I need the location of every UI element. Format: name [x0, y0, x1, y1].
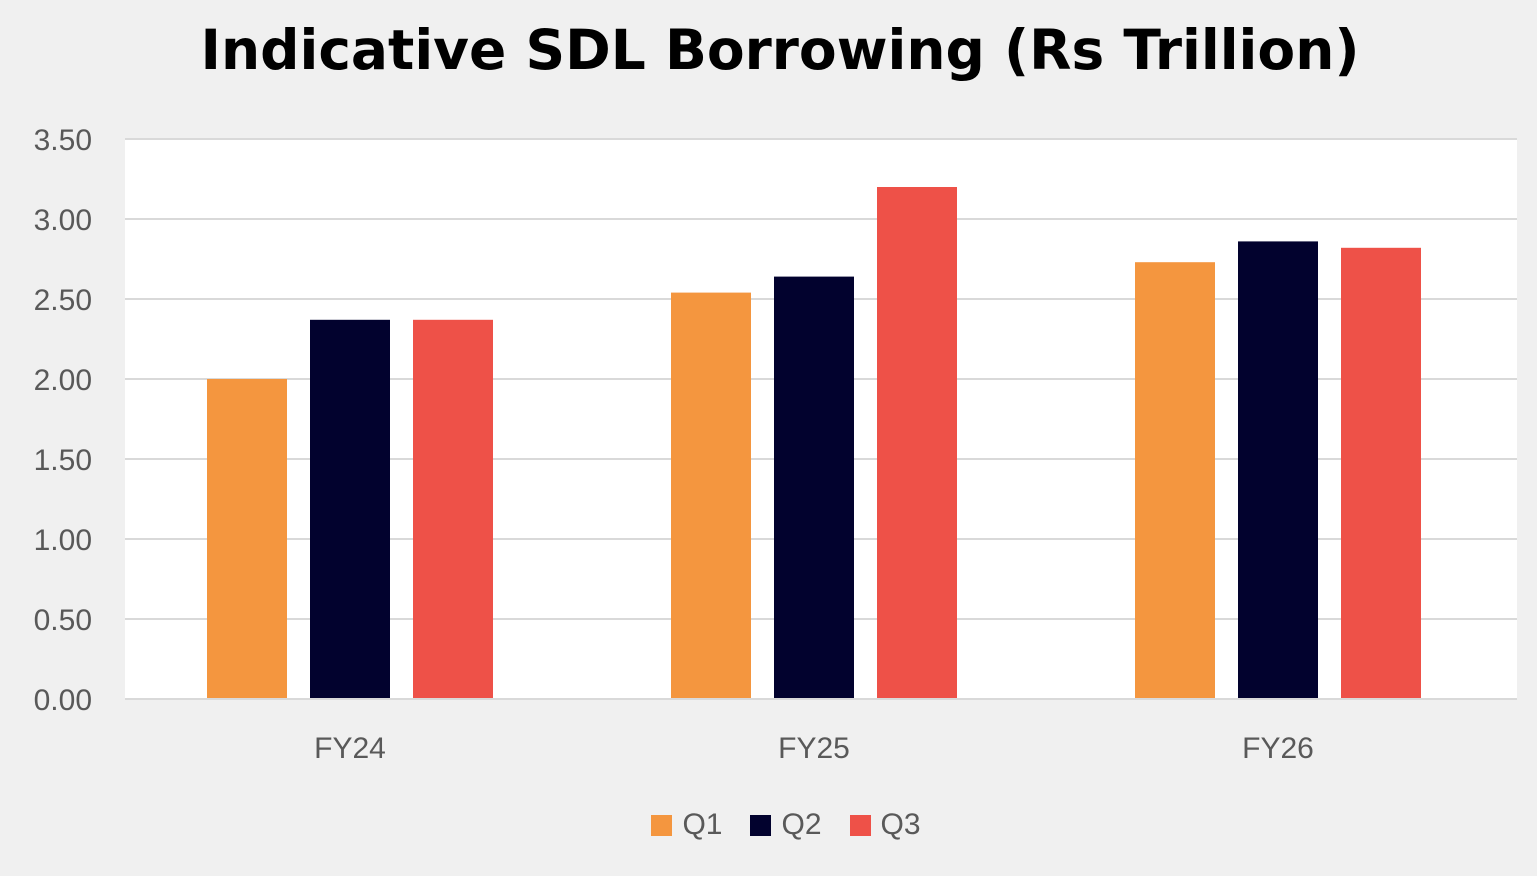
legend-item-q1: Q1 — [651, 808, 722, 842]
x-axis-category-labels: FY24 FY25 FY26 — [314, 732, 1314, 765]
legend-label: Q1 — [682, 808, 723, 841]
bars — [207, 187, 1421, 700]
legend-swatch — [651, 814, 673, 836]
legend-swatch — [750, 814, 772, 836]
y-tick-label: 0.50 — [34, 604, 92, 637]
bar-fy25-q3 — [877, 187, 957, 699]
chart-title: Indicative SDL Borrowing (Rs Trillion) — [200, 18, 1360, 82]
y-tick-label: 3.00 — [34, 204, 92, 237]
y-tick-label: 3.50 — [34, 124, 92, 157]
legend-item-q3: Q3 — [849, 808, 921, 842]
y-axis-tick-labels: 0.00 0.50 1.00 1.50 2.00 2.50 3.00 3.50 — [34, 124, 92, 717]
bar-fy25-q1 — [671, 292, 751, 699]
bar-fy24-q3 — [413, 319, 493, 699]
x-category-label: FY25 — [778, 732, 850, 765]
bar-fy26-q3 — [1341, 247, 1421, 700]
x-category-label: FY24 — [314, 732, 386, 765]
x-category-label: FY26 — [1242, 732, 1314, 765]
y-tick-label: 2.00 — [34, 364, 92, 397]
bar-fy26-q2 — [1238, 241, 1318, 699]
legend-label: Q3 — [880, 808, 921, 841]
bar-fy26-q1 — [1135, 262, 1215, 699]
legend: Q1 Q2 Q3 — [0, 808, 1537, 842]
bar-fy25-q2 — [774, 276, 854, 699]
legend-item-q2: Q2 — [750, 808, 822, 842]
y-tick-label: 2.50 — [34, 284, 92, 317]
y-tick-label: 1.00 — [34, 524, 92, 557]
y-tick-label: 0.00 — [34, 684, 92, 717]
legend-swatch — [849, 814, 871, 836]
y-tick-label: 1.50 — [34, 444, 92, 477]
bar-fy24-q2 — [310, 319, 390, 699]
bar-fy24-q1 — [207, 379, 287, 699]
legend-label: Q2 — [781, 808, 822, 841]
